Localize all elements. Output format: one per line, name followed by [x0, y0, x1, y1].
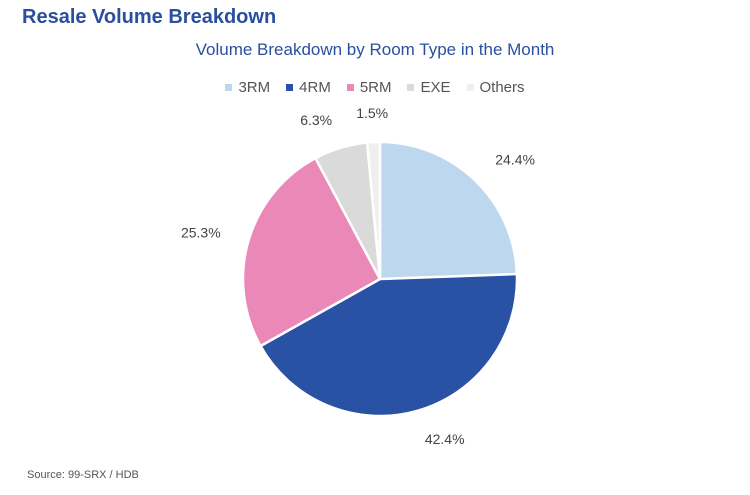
- data-label-exe: 6.3%: [300, 112, 332, 128]
- legend-item-exe: EXE: [407, 79, 451, 96]
- legend-label-exe: EXE: [420, 79, 451, 96]
- legend-label-4rm: 4RM: [299, 79, 331, 96]
- legend-swatch-3rm: [225, 84, 233, 91]
- pie-slice-4rm: [259, 272, 519, 418]
- data-label-5rm: 25.3%: [181, 224, 221, 240]
- chart-legend: 3RM 4RM 5RM EXE Others: [0, 79, 750, 96]
- legend-swatch-exe: [407, 84, 415, 91]
- legend-item-4rm: 4RM: [286, 79, 331, 96]
- legend-item-others: Others: [466, 79, 525, 96]
- legend-label-5rm: 5RM: [359, 79, 392, 96]
- legend-swatch-4rm: [286, 84, 294, 91]
- data-label-others: 1.5%: [356, 105, 388, 121]
- legend-label-3rm: 3RM: [238, 79, 271, 96]
- legend-swatch-5rm: [346, 84, 354, 91]
- data-label-3rm: 24.4%: [495, 152, 535, 168]
- legend-item-5rm: 5RM: [346, 79, 392, 96]
- pie-slice-5rm: [241, 156, 382, 348]
- pie-slice-3rm: [378, 140, 519, 281]
- chart-title: Volume Breakdown by Room Type in the Mon…: [195, 40, 555, 59]
- source-note: Source: 99-SRX / HDB: [27, 469, 139, 481]
- legend-label-others: Others: [479, 79, 525, 96]
- legend-swatch-others: [466, 84, 474, 91]
- legend-item-3rm: 3RM: [225, 79, 270, 96]
- page-heading: Resale Volume Breakdown: [22, 6, 277, 28]
- pie-slice-others: [365, 140, 382, 281]
- data-label-4rm: 42.4%: [425, 431, 465, 447]
